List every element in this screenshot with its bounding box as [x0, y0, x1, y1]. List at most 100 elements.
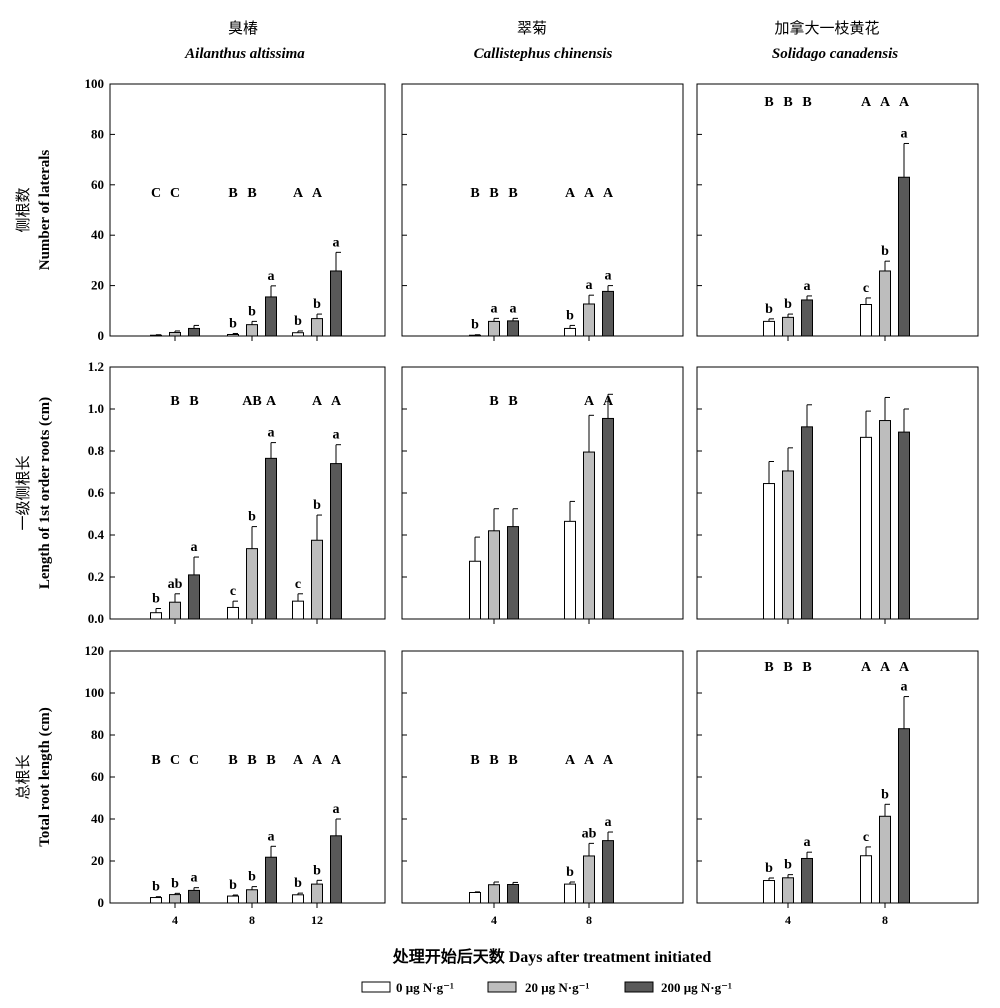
panel-r2c1-bar-letter: a [333, 428, 340, 443]
panel-r2c1-bar-letter: a [191, 540, 198, 555]
row2-ylabel-cn: 一级侧根长 [15, 455, 32, 530]
column-title-cn-1: 臭椿 [228, 20, 258, 37]
panel-r3c1-group-letter: A [331, 753, 342, 768]
panel-r3c3-bar-letter: a [901, 680, 908, 695]
panel-r1c1-ytick-label: 40 [91, 227, 104, 242]
row1-ylabel-en: Number of laterals [37, 150, 53, 271]
panel-r3c3-group-letter: A [861, 660, 872, 675]
panel-r1c3-bar [860, 304, 872, 337]
panel-r3c2-bar [564, 883, 576, 904]
panel-r1c3-bar-letter: b [784, 297, 792, 312]
panel-r3c1-group-letter: C [189, 753, 199, 768]
panel-r1c3-bar-letter: b [765, 302, 773, 317]
panel-r3c2-bar-letter: b [566, 865, 574, 880]
row2-ylabel-en: Length of 1st order roots (cm) [37, 397, 53, 589]
panel-r3c3-bar [763, 880, 775, 904]
panel-r1c2-group-letter: B [489, 186, 498, 201]
panel-r1c1-bar [169, 331, 181, 337]
panel-r2c1-ytick-label: 0.4 [88, 527, 105, 542]
panel-r2c1-bar [311, 539, 323, 620]
panel-r2c2-group-letter: B [508, 394, 517, 409]
panel-r1c1-group-letter: B [247, 186, 256, 201]
panel-r3c1-ytick-label: 80 [91, 727, 104, 742]
panel-r2c2-bar [469, 560, 481, 620]
panel-r3c2-group-letter: A [565, 753, 576, 768]
panel-r1c1-ytick-label: 0 [98, 328, 105, 343]
panel-r1c2-bar [564, 327, 576, 337]
panel-r2c2-bar [488, 530, 500, 620]
panel-r3c2-group-letter: B [489, 753, 498, 768]
panel-r3c1-bar [311, 883, 323, 904]
panel-r2c1-bar-letter: b [313, 498, 321, 513]
panel-r2c3-frame [696, 366, 979, 620]
panel-r1c1-bar [150, 334, 162, 337]
panel-r2c2-bar [564, 520, 576, 620]
panel-r1c3-bar [782, 316, 794, 337]
column-title-cn-3: 加拿大一枝黄花 [774, 19, 879, 37]
panel-r1c1-group-letter: B [228, 186, 237, 201]
panel-r1c1-bar-letter: b [229, 316, 237, 331]
panel-r3c1-bar [169, 894, 181, 904]
panel-r2c2-bar [507, 526, 519, 620]
panel-r3c2-group-letter: A [603, 753, 614, 768]
panel-r1c1-ytick-label: 80 [91, 126, 104, 141]
column-title-latin-2: Callistephus chinensis [474, 46, 613, 62]
panel-r3c3-group-letter: B [783, 660, 792, 675]
panel-r3c3-group-letter: A [880, 660, 891, 675]
panel-r2c3-bar [898, 431, 910, 620]
panel-r1c1-bar-letter: b [248, 304, 256, 319]
x-axis-title: 处理开始后天数 Days after treatment initiated [392, 947, 712, 966]
panel-r3c1-bar-letter: a [333, 802, 340, 817]
panel-r1c3-group-letter: A [861, 95, 872, 110]
panel-r1c3-bar-letter: a [901, 126, 908, 141]
legend: 0 μg N·g⁻¹ 20 μg N·g⁻¹ 200 μg N·g⁻¹ [361, 980, 732, 995]
panel-r3c2-bar [488, 884, 500, 904]
panel-r3c1-group-letter: A [293, 753, 304, 768]
panel-r3c1-bar-letter: b [229, 878, 237, 893]
panel-r2c1-group-letter: A [331, 394, 342, 409]
panel-r3c3-bar-letter: c [863, 830, 869, 845]
panel-r1c1-bar [227, 333, 239, 337]
panel-r3c1-group-letter: C [170, 753, 180, 768]
panel-r3c3-frame [696, 650, 979, 904]
panel-r3c3-bar-letter: b [881, 787, 889, 802]
panel-r2c1-ytick-label: 1.2 [88, 359, 104, 374]
panel-r3c3-xtick-label: 8 [882, 913, 888, 927]
panel-r3c2-group-letter: B [470, 753, 479, 768]
panel-r3c1-group-letter: B [228, 753, 237, 768]
panel-r1c3-group-letter: B [802, 95, 811, 110]
panel-r1c3-bar [763, 320, 775, 337]
panel-r1c3-bar-letter: a [804, 279, 811, 294]
panel-r1c1-group-letter: C [151, 186, 161, 201]
panel-r1c1-group-letter: A [293, 186, 304, 201]
panel-r1c2-bar-letter: a [510, 301, 517, 316]
panel-r1c2-bar [469, 334, 481, 337]
panel-r1c2-bar-letter: b [471, 318, 479, 333]
panel-r3c1-ytick-label: 40 [91, 811, 104, 826]
panel-r3c1-bar [265, 856, 277, 904]
panel-r2c1-bar [246, 548, 258, 620]
panel-r1c2-bar [507, 320, 519, 337]
panel-r1c2-group-letter: A [584, 186, 595, 201]
panel-r1c1-ytick-label: 100 [85, 76, 105, 91]
panel-r2c1-bar-letter: b [248, 510, 256, 525]
panel-r1c2-bar [583, 303, 595, 337]
panel-r2c3-bar [763, 483, 775, 620]
panel-r3c1-xtick-label: 12 [311, 913, 323, 927]
panel-r1c1-group-letter: A [312, 186, 323, 201]
panel-r3c1-bar [292, 894, 304, 904]
panel-r1c2-group-letter: A [565, 186, 576, 201]
panel-r2c1-bar [292, 600, 304, 620]
panel-r3c2-group-letter: A [584, 753, 595, 768]
legend-label-1: 20 μg N·g⁻¹ [525, 980, 589, 995]
panel-r3c3-xtick-label: 4 [785, 913, 791, 927]
legend-swatch-1 [487, 981, 517, 993]
panel-r2c1-bar-letter: c [295, 577, 301, 592]
panel-r3c2-bar [602, 840, 614, 904]
panel-r3c1-ytick-label: 120 [85, 643, 105, 658]
panel-r3c1-bar [227, 895, 239, 904]
panel-r3c3-bar [898, 728, 910, 904]
panel-r1c3-bar-letter: c [863, 281, 869, 296]
column-title-latin-1: Ailanthus altissima [184, 46, 305, 62]
